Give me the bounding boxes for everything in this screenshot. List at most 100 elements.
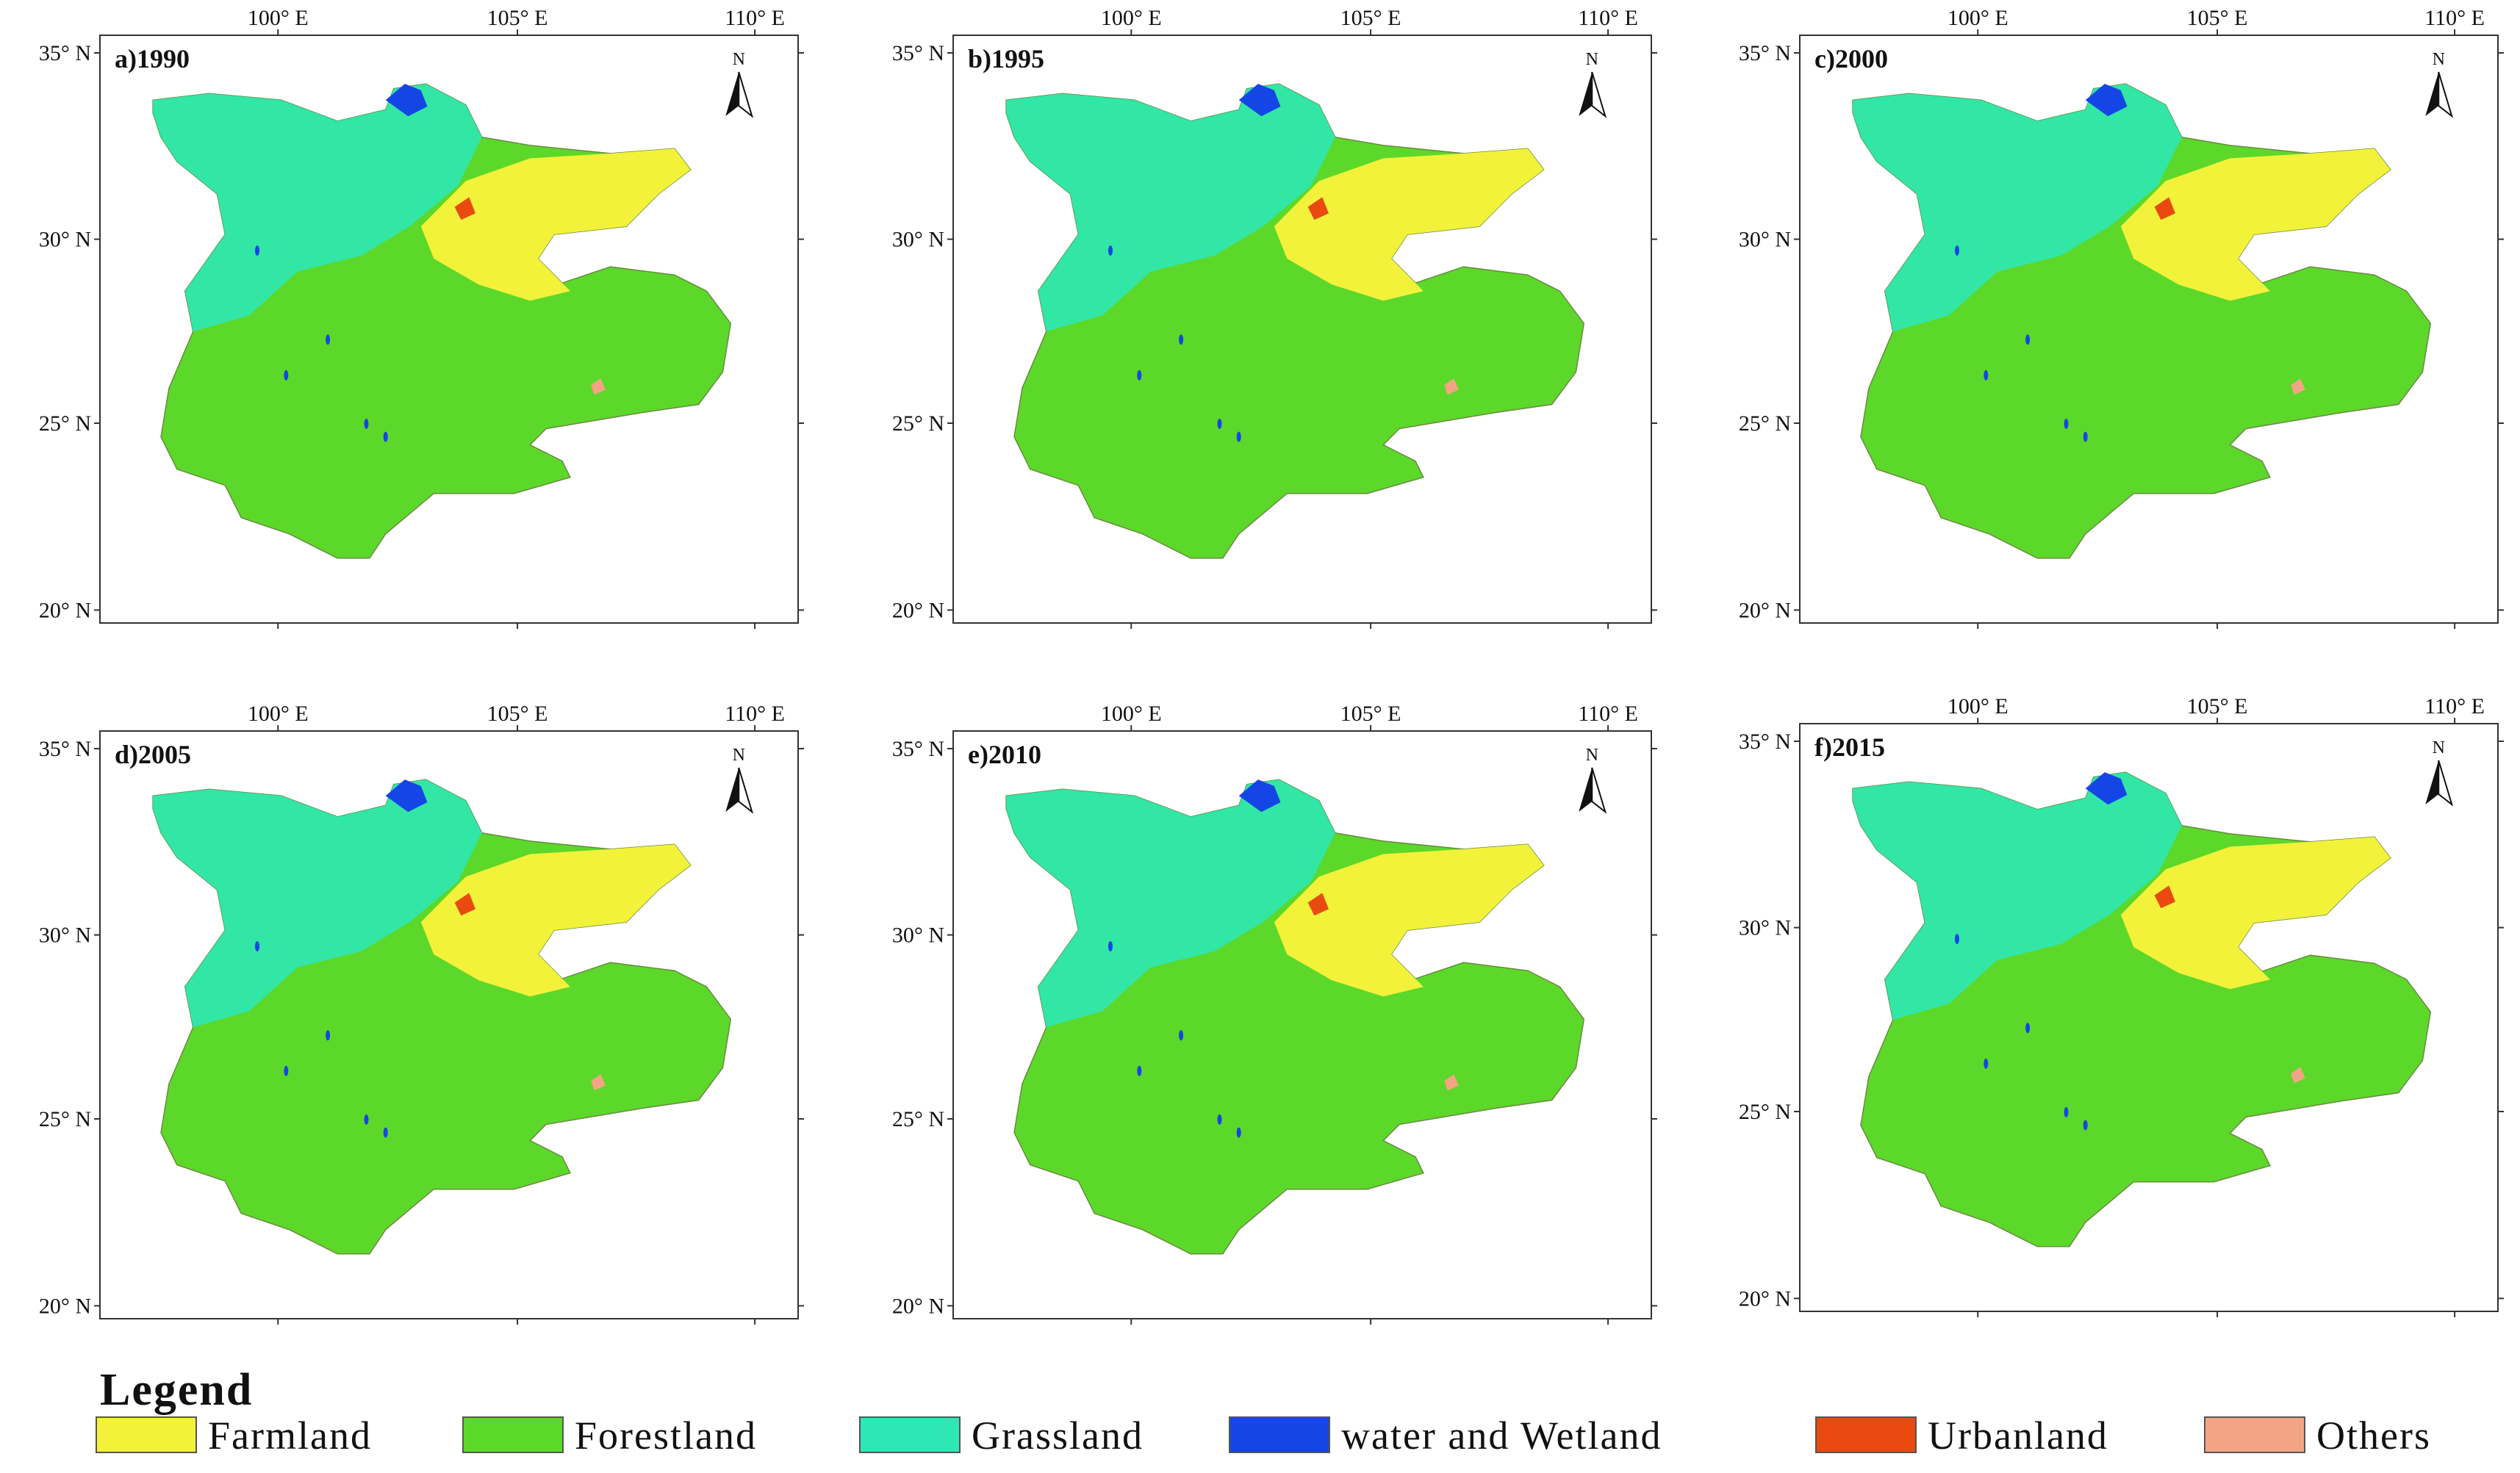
legend-label: Urbanland (1928, 1413, 2108, 1458)
lake (1217, 1114, 1222, 1125)
legend-label: Grassland (972, 1413, 1144, 1458)
lake (364, 1114, 369, 1125)
latitude-label: 35° N (1739, 41, 1791, 65)
grass-region (153, 779, 482, 1028)
latitude-label: 35° N (1739, 730, 1791, 754)
longitude-label: 110° E (2424, 6, 2485, 30)
latitude-label: 20° N (39, 1294, 91, 1318)
latitude-label: 20° N (892, 598, 944, 622)
north-label: N (2433, 50, 2445, 69)
longitude-label: 100° E (248, 702, 309, 726)
north-arrow (1579, 72, 1593, 116)
longitude-label: 100° E (1948, 694, 2009, 719)
lake (2064, 1106, 2069, 1117)
north-label: N (733, 50, 745, 69)
map-panel: 100° E 105° E 110° E 35° N 30° N 25° N 20° N a)… (39, 6, 804, 629)
panel-label: b)1995 (968, 44, 1044, 73)
lake (284, 370, 289, 381)
legend-label: Others (2316, 1413, 2431, 1458)
legend-swatch (2204, 1416, 2305, 1453)
map-panel: 100° E 105° E 110° E 35° N 30° N 25° N 20° N f)… (1739, 694, 2504, 1317)
legend-swatch (859, 1416, 961, 1453)
north-arrow (2425, 72, 2439, 116)
legend-label: Farmland (208, 1413, 372, 1458)
urban-region (454, 893, 475, 916)
legend-swatch (462, 1416, 564, 1453)
water-region (1238, 779, 1281, 813)
lake (2064, 418, 2069, 429)
urban-region (2154, 197, 2175, 220)
lake (1137, 370, 1142, 381)
longitude-label: 105° E (487, 6, 548, 30)
panel-label: d)2005 (115, 740, 191, 769)
water-region (2085, 84, 2128, 117)
grass-region (1006, 779, 1335, 1028)
legend-label: Forestland (575, 1413, 757, 1458)
lake (1137, 1065, 1142, 1076)
farm-region (420, 844, 691, 997)
other-region (591, 1074, 606, 1091)
longitude-label: 100° E (1948, 6, 2009, 30)
latitude-label: 25° N (39, 411, 91, 436)
latitude-label: 30° N (1739, 228, 1791, 252)
other-region (1444, 378, 1459, 395)
lake (2083, 431, 2088, 442)
urban-region (1307, 893, 1329, 916)
longitude-label: 100° E (248, 6, 309, 30)
latitude-label: 30° N (1739, 916, 1791, 940)
farm-region (2120, 148, 2391, 301)
lake (326, 1030, 331, 1041)
lake (255, 245, 259, 256)
latitude-label: 35° N (39, 737, 91, 761)
lake (1108, 245, 1113, 256)
map-panel: 100° E 105° E 110° E 35° N 30° N 25° N 20° N b)… (892, 6, 1657, 629)
panel-label: c)2000 (1814, 44, 1888, 73)
legend-label: water and Wetland (1341, 1413, 1662, 1458)
latitude-label: 25° N (1739, 1100, 1791, 1124)
latitude-label: 30° N (892, 228, 944, 252)
legend-swatch (96, 1416, 197, 1453)
lake (1236, 431, 1241, 442)
lake (326, 334, 331, 345)
lake (1955, 245, 1959, 256)
farm-region (1274, 844, 1544, 997)
longitude-label: 105° E (1340, 6, 1401, 30)
latitude-label: 20° N (1739, 598, 1791, 622)
urban-region (1307, 197, 1329, 220)
north-arrow (725, 768, 739, 812)
water-region (1238, 84, 1281, 117)
latitude-label: 25° N (1739, 411, 1791, 436)
latitude-label: 35° N (892, 41, 944, 65)
lake (1179, 334, 1184, 345)
legend-swatch (1229, 1416, 1330, 1453)
panel-label: f)2015 (1814, 732, 1885, 762)
north-arrow (1591, 71, 1607, 118)
north-arrow (738, 767, 754, 814)
lake (1217, 418, 1222, 429)
legend-swatch (1815, 1416, 1917, 1453)
panel-label: e)2010 (968, 740, 1041, 769)
longitude-label: 105° E (2187, 6, 2248, 30)
latitude-label: 25° N (892, 411, 944, 436)
north-arrow (2425, 760, 2439, 804)
lake (284, 1065, 289, 1076)
latitude-label: 20° N (39, 598, 91, 622)
grass-region (1006, 84, 1335, 332)
lake (1955, 934, 1959, 945)
map-panel: 100° E 105° E 110° E 35° N 30° N 25° N 20° N c)… (1739, 6, 2504, 629)
lake (383, 1127, 388, 1138)
panel-label: a)1990 (115, 44, 190, 73)
urban-region (2154, 885, 2175, 909)
longitude-label: 100° E (1101, 702, 1162, 726)
grass-region (1853, 772, 2182, 1020)
longitude-label: 105° E (2187, 694, 2248, 719)
north-label: N (1586, 746, 1598, 765)
longitude-label: 105° E (487, 702, 548, 726)
north-label: N (2433, 738, 2445, 757)
lake (364, 418, 369, 429)
north-arrow (1579, 768, 1593, 812)
north-arrow (2438, 71, 2454, 118)
longitude-label: 110° E (2424, 694, 2485, 719)
map-panel: 100° E 105° E 110° E 35° N 30° N 25° N 20° N e)… (892, 702, 1657, 1325)
